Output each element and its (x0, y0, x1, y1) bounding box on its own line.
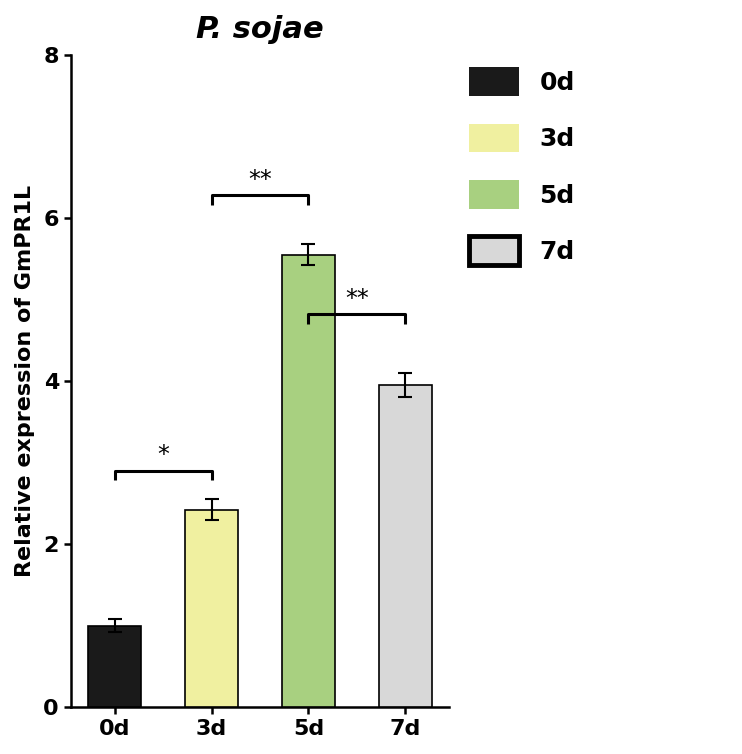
Bar (88, 626, 141, 707)
Text: **: ** (248, 167, 272, 192)
Bar (185, 510, 238, 707)
Y-axis label: Relative expression of GmPR1L: Relative expression of GmPR1L (15, 185, 35, 577)
Text: *: * (157, 443, 169, 467)
Title: P. sojae: P. sojae (196, 15, 324, 44)
Bar (378, 385, 432, 707)
Legend: 0d, 3d, 5d, 7d: 0d, 3d, 5d, 7d (469, 67, 574, 265)
Text: **: ** (345, 287, 369, 311)
Bar (282, 255, 335, 707)
